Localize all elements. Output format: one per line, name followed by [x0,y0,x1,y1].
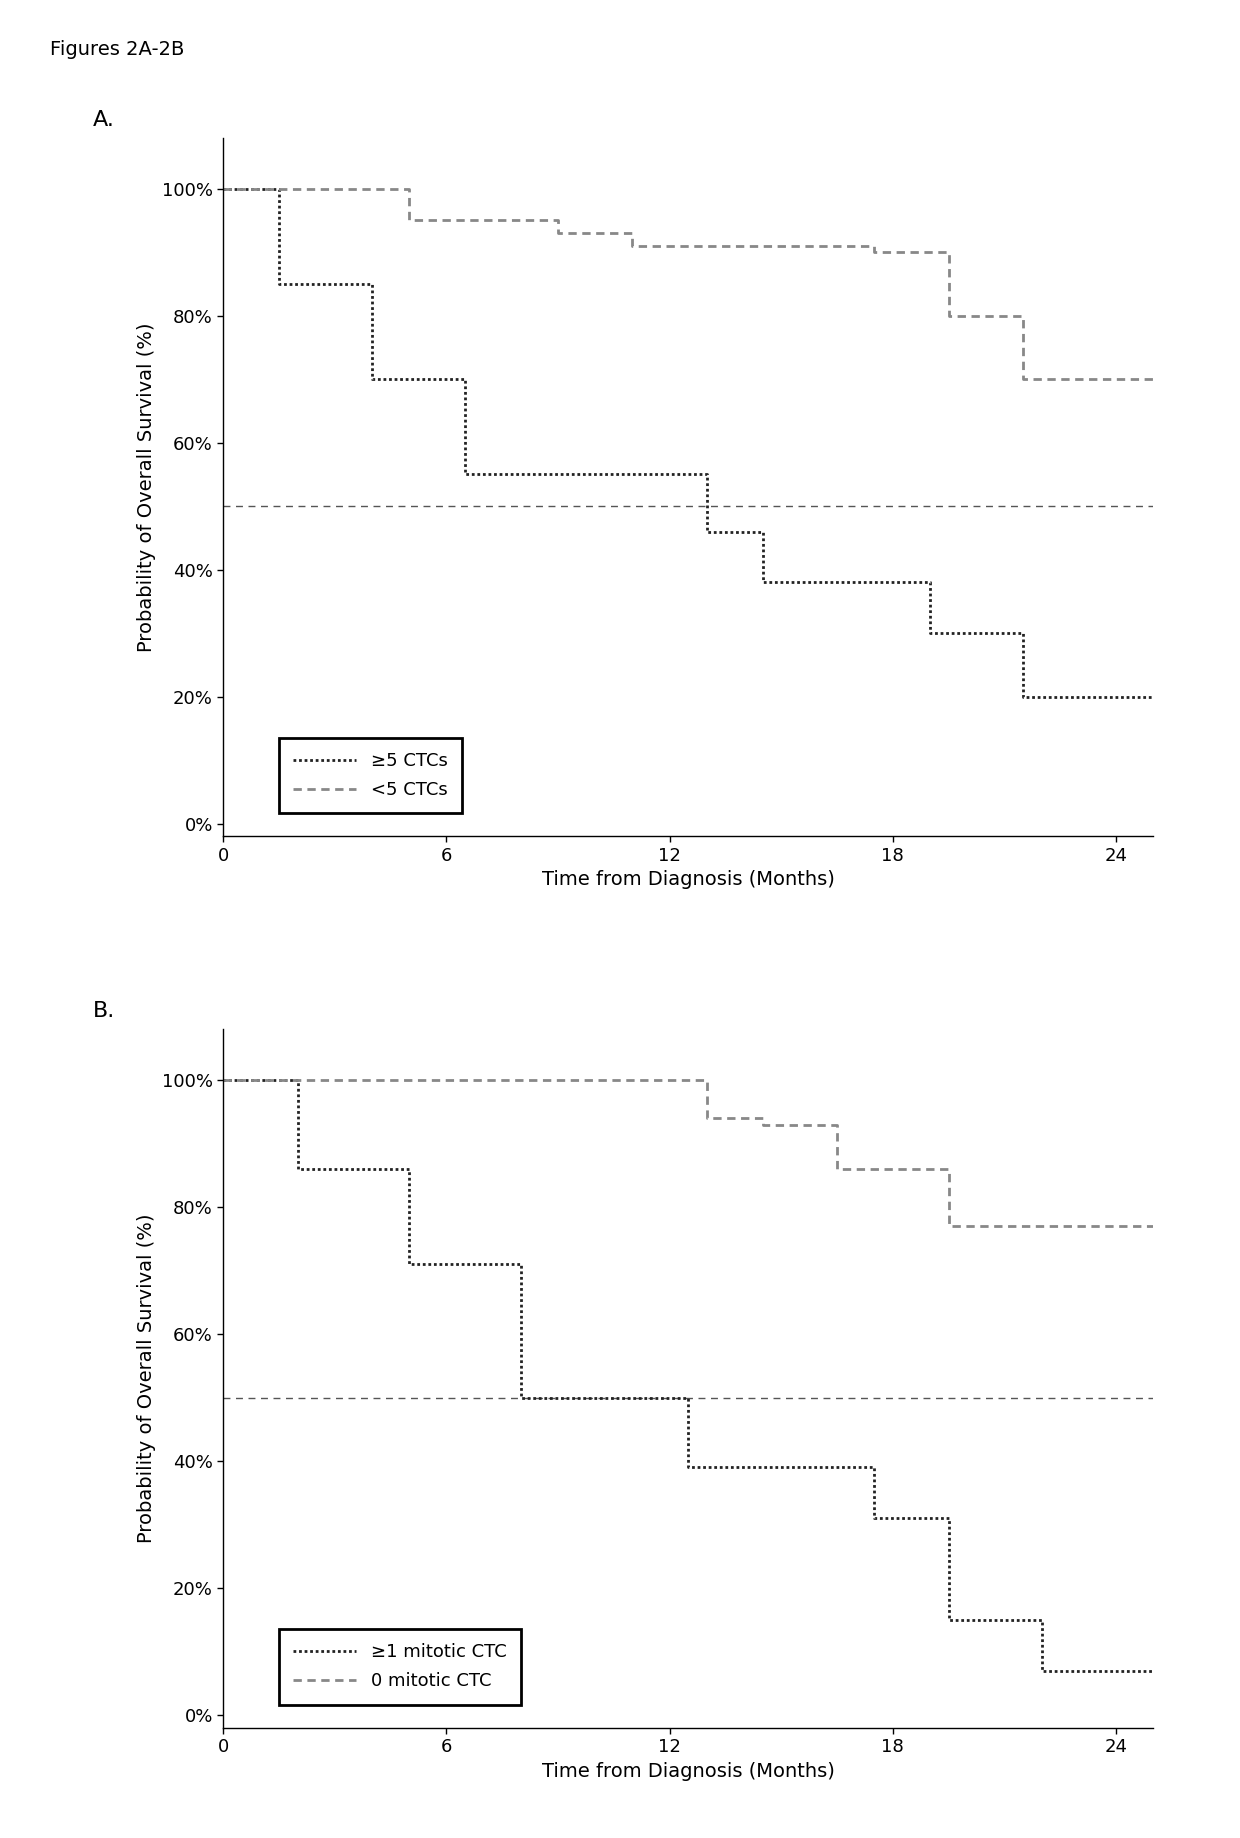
Y-axis label: Probability of Overall Survival (%): Probability of Overall Survival (%) [138,322,156,652]
Text: A.: A. [93,110,115,130]
X-axis label: Time from Diagnosis (Months): Time from Diagnosis (Months) [542,1761,835,1781]
Text: B.: B. [93,1002,115,1022]
Legend: ≥5 CTCs, <5 CTCs: ≥5 CTCs, <5 CTCs [279,737,463,812]
X-axis label: Time from Diagnosis (Months): Time from Diagnosis (Months) [542,869,835,890]
Text: Figures 2A-2B: Figures 2A-2B [50,40,184,59]
Legend: ≥1 mitotic CTC, 0 mitotic CTC: ≥1 mitotic CTC, 0 mitotic CTC [279,1628,521,1704]
Y-axis label: Probability of Overall Survival (%): Probability of Overall Survival (%) [138,1213,156,1544]
